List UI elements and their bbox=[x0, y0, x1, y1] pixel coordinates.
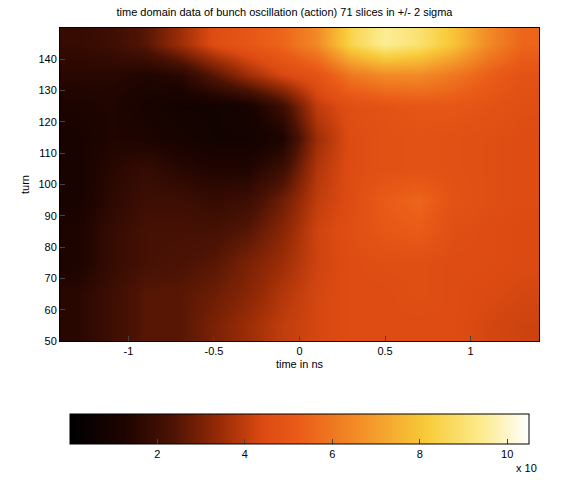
svg-text:110: 110 bbox=[39, 147, 57, 159]
svg-text:-1: -1 bbox=[124, 345, 134, 357]
svg-text:1: 1 bbox=[468, 345, 474, 357]
svg-text:100: 100 bbox=[38, 178, 56, 190]
svg-text:130: 130 bbox=[38, 84, 56, 96]
svg-text:4: 4 bbox=[242, 448, 248, 460]
svg-text:x 10: x 10 bbox=[516, 462, 537, 474]
svg-text:10: 10 bbox=[501, 448, 513, 460]
svg-text:50: 50 bbox=[45, 335, 57, 347]
svg-text:2: 2 bbox=[154, 448, 160, 460]
svg-text:time in ns: time in ns bbox=[276, 358, 324, 370]
svg-text:140: 140 bbox=[38, 53, 56, 65]
svg-text:-0.5: -0.5 bbox=[204, 345, 223, 357]
svg-text:8: 8 bbox=[417, 448, 423, 460]
svg-text:90: 90 bbox=[45, 210, 57, 222]
svg-text:turn: turn bbox=[19, 175, 31, 194]
svg-text:70: 70 bbox=[45, 272, 57, 284]
svg-text:60: 60 bbox=[45, 304, 57, 316]
svg-text:80: 80 bbox=[45, 241, 57, 253]
svg-text:time domain data of bunch osci: time domain data of bunch oscillation (a… bbox=[117, 6, 454, 18]
svg-text:0.5: 0.5 bbox=[377, 345, 392, 357]
svg-text:6: 6 bbox=[329, 448, 335, 460]
svg-text:0: 0 bbox=[296, 345, 302, 357]
svg-text:120: 120 bbox=[38, 116, 56, 128]
